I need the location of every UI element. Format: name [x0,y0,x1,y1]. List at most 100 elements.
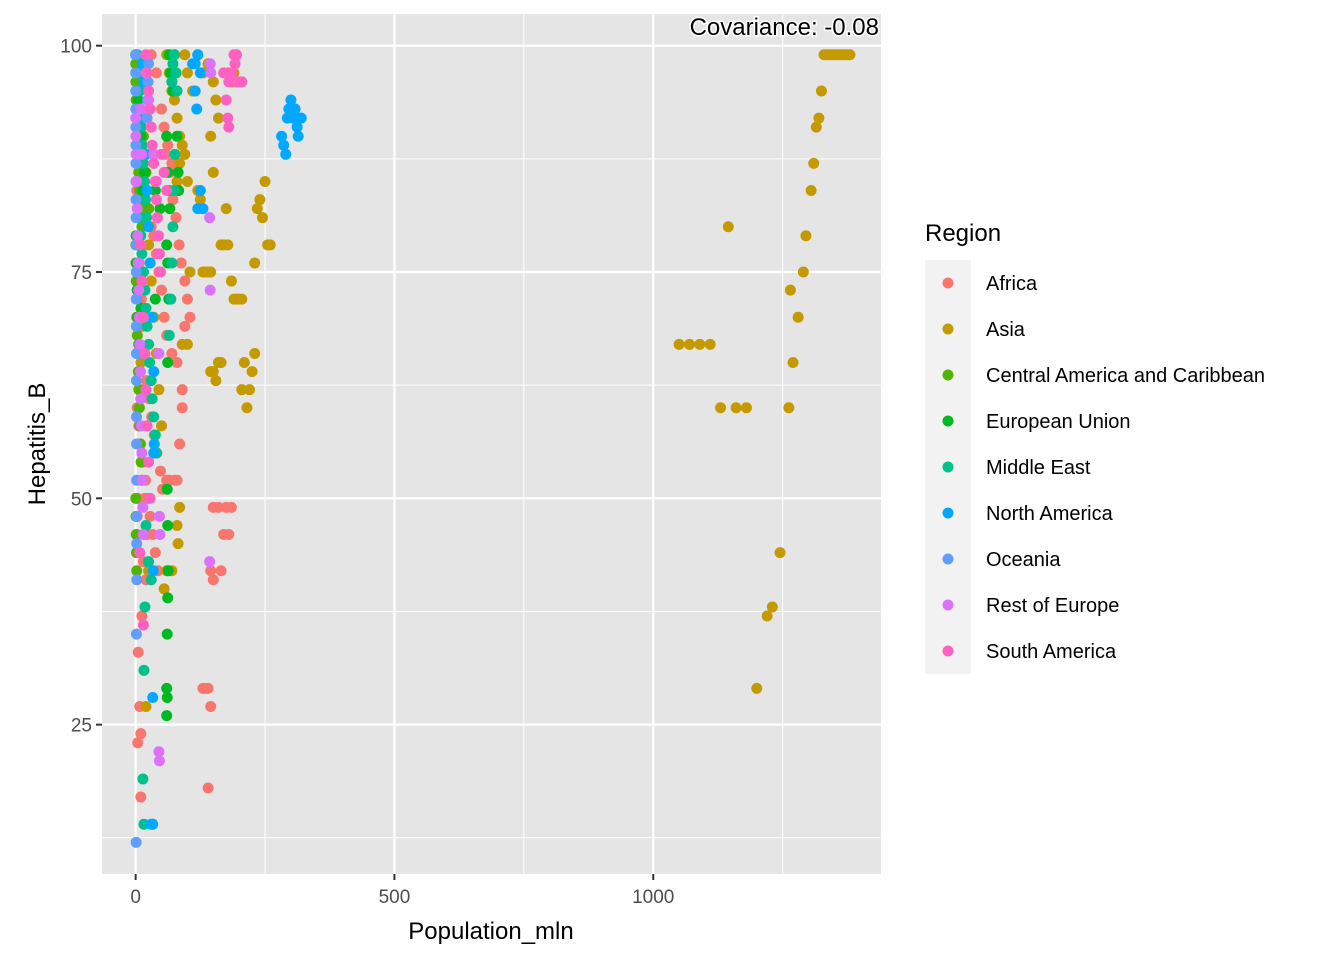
legend-label-asia: Asia [986,319,1026,341]
point-south-america [223,121,235,133]
point-rest-of-europe [135,393,147,405]
point-north-america [141,185,153,197]
x-tick-label: 0 [130,887,141,908]
point-south-america [222,112,234,124]
point-middle-east [171,85,183,97]
data-points [130,49,856,848]
point-south-america [137,311,149,323]
point-africa [158,121,170,133]
point-south-america [148,157,160,169]
point-middle-east [170,67,182,79]
point-north-america [147,565,159,577]
point-africa [179,275,191,287]
point-european-union [161,710,173,722]
point-africa [132,646,144,658]
point-africa [167,194,179,206]
y-tick-label: 75 [71,263,92,284]
point-rest-of-europe [131,175,143,187]
point-middle-east [138,664,150,676]
point-north-america [148,447,160,459]
point-central-america-and-caribbean [130,492,142,504]
x-tick-label: 1000 [632,887,674,908]
point-european-union [154,203,166,215]
point-asia [715,402,727,414]
point-north-america [278,139,290,151]
legend-label-north-america: North America [986,503,1114,525]
legend-label-africa: Africa [986,273,1038,295]
point-european-union [171,130,183,142]
point-rest-of-europe [131,203,143,215]
point-asia [751,682,763,694]
point-asia [797,266,809,278]
point-rest-of-europe [153,510,165,522]
point-south-america [153,248,165,260]
point-middle-east [169,148,181,160]
point-asia [694,338,706,350]
point-oceania [130,212,142,224]
point-north-america [194,67,206,79]
point-north-america [189,85,201,97]
point-asia [194,194,206,206]
y-tick-label: 50 [71,489,92,510]
point-asia [254,194,266,206]
point-africa [205,701,217,713]
point-asia [140,701,152,713]
point-asia [787,357,799,369]
point-asia [176,338,188,350]
point-middle-east [141,320,153,332]
point-africa [171,474,183,486]
legend-key-rest-of-europe [942,599,954,611]
point-north-america [191,103,203,115]
point-north-america [291,121,303,133]
point-asia [813,112,825,124]
point-middle-east [145,375,157,387]
point-oceania [130,194,142,206]
point-oceania [142,76,154,88]
point-south-america [145,121,157,133]
point-middle-east [140,519,152,531]
point-south-america [135,239,147,251]
point-rest-of-europe [153,347,165,359]
point-middle-east [145,574,157,586]
point-africa [135,791,147,803]
legend-label-south-america: South America [986,641,1117,663]
point-south-america [158,166,170,178]
point-africa [132,737,144,749]
point-european-union [138,166,150,178]
point-asia [181,67,193,79]
point-rest-of-europe [130,130,142,142]
point-european-union [161,130,173,142]
point-rest-of-europe [137,501,149,513]
point-africa [154,465,166,477]
point-rest-of-europe [130,112,142,124]
point-north-america [295,112,307,124]
point-middle-east [143,338,155,350]
x-axis-title: Population_mln [408,918,573,945]
point-south-america [140,49,152,61]
point-central-america-and-caribbean [131,565,143,577]
point-asia [212,112,224,124]
point-oceania [130,628,142,640]
point-south-america [141,67,153,79]
point-asia [800,230,812,242]
point-middle-east [137,773,149,785]
point-oceania [130,293,142,305]
point-rest-of-europe [133,284,145,296]
point-asia [225,275,237,287]
point-middle-east [168,49,180,61]
point-central-america-and-caribbean [143,203,155,215]
point-asia [805,185,817,197]
point-central-america-and-caribbean [133,402,145,414]
point-middle-east [166,257,178,269]
point-european-union [132,94,144,106]
point-asia [179,148,191,160]
point-south-america [156,148,168,160]
point-asia [236,293,248,305]
point-middle-east [148,411,160,423]
point-north-america [280,148,292,160]
legend: Region Africa Asia Central America and Car… [925,220,1265,674]
point-oceania [131,538,143,550]
point-africa [184,311,196,323]
point-asia [207,76,219,88]
point-rest-of-europe [137,529,149,541]
